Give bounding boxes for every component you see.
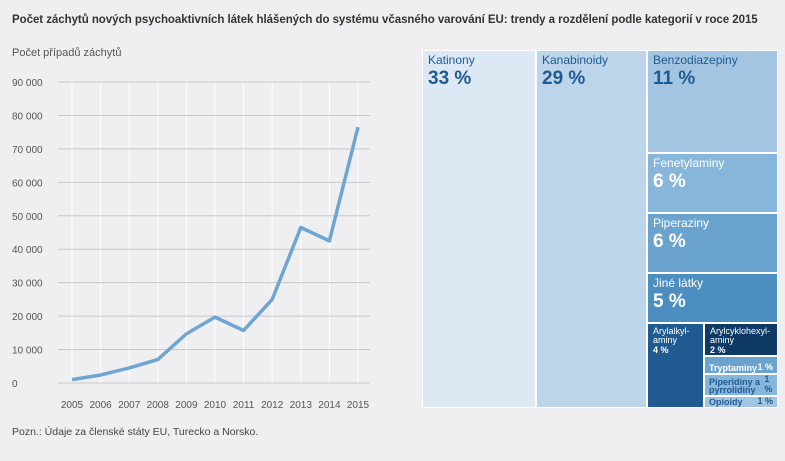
y-tick-label: 70 000	[12, 145, 43, 156]
treemap-tile: Arylcyklohexyl-aminy 2 %	[704, 323, 778, 356]
y-tick-label: 50 000	[12, 212, 43, 223]
treemap-tile: Jiné látky 5 %	[647, 273, 778, 323]
x-tick-label: 2006	[89, 400, 112, 411]
treemap-tile: Piperidiny a pyrrolidiny 1 %	[704, 374, 778, 396]
tile-label: Kanabinoidy	[542, 53, 609, 67]
y-tick-label: 20 000	[12, 312, 43, 323]
tile-label: Fenetylaminy	[653, 156, 725, 170]
y-tick-label: 30 000	[12, 279, 43, 290]
tile-label: Katinony	[428, 53, 475, 67]
tile-value: 6 %	[653, 171, 686, 192]
treemap-tile: Kanabinoidy 29 %	[536, 50, 647, 408]
y-tick-label: 40 000	[12, 245, 43, 256]
tile-label: Arylalkyl-aminy	[653, 326, 690, 345]
tile-label: Benzodiazepiny	[653, 53, 738, 67]
x-tick-label: 2011	[233, 400, 255, 411]
tile-value: 1 %	[757, 362, 773, 372]
tile-label: Tryptaminy	[709, 363, 758, 373]
tile-value: 29 %	[542, 68, 586, 89]
x-tick-label: 2007	[118, 400, 141, 411]
treemap-tile: Tryptaminy 1 %	[704, 356, 778, 374]
y-tick-label: 0	[12, 379, 18, 390]
tile-value: 4 %	[653, 345, 669, 355]
treemap-tile: Opioidy 1 %	[704, 396, 778, 408]
treemap-tile: Arylalkyl-aminy 4 %	[647, 323, 704, 408]
tile-value: 33 %	[428, 68, 472, 89]
treemap-tile: Fenetylaminy 6 %	[647, 153, 778, 213]
x-tick-label: 2009	[175, 400, 198, 411]
tile-label: Piperaziny	[653, 216, 710, 230]
treemap-tile: Benzodiazepiny 11 %	[647, 50, 778, 153]
treemap-tile: Piperaziny 6 %	[647, 213, 778, 273]
tile-value: 11 %	[653, 68, 696, 89]
y-tick-label: 90 000	[12, 78, 43, 89]
treemap-tile: Katinony 33 %	[422, 50, 536, 408]
line-chart: 2005 2006 2007 2008 2009 2010 2011 2012 2013 2014…	[12, 78, 370, 411]
tile-label: Jiné látky	[653, 276, 704, 290]
tile-label: Opioidy	[709, 397, 743, 407]
tile-value: 1 %	[764, 374, 773, 394]
x-tick-label: 2010	[204, 400, 227, 411]
x-tick-label: 2012	[261, 400, 284, 411]
y-axis-label: Počet případů záchytů	[12, 47, 122, 59]
tile-value: 2 %	[710, 345, 726, 355]
footnote: Pozn.: Údaje za členské státy EU, Tureck…	[12, 426, 259, 438]
y-tick-label: 60 000	[12, 178, 43, 189]
x-tick-label: 2008	[147, 400, 170, 411]
x-tick-label: 2014	[318, 400, 341, 411]
chart-title: Počet záchytů nových psychoaktivních lát…	[12, 14, 758, 26]
tile-value: 6 %	[653, 231, 686, 252]
tile-value: 5 %	[653, 291, 686, 312]
x-tick-label: 2015	[347, 400, 370, 411]
y-tick-label: 10 000	[12, 346, 43, 357]
tile-value: 1 %	[757, 396, 773, 406]
x-tick-label: 2005	[61, 400, 84, 411]
x-tick-label: 2013	[290, 400, 313, 411]
y-tick-label: 80 000	[12, 111, 43, 122]
tile-label: Piperidiny a pyrrolidiny	[709, 377, 761, 395]
tile-label: Arylcyklohexyl-aminy	[710, 326, 771, 345]
